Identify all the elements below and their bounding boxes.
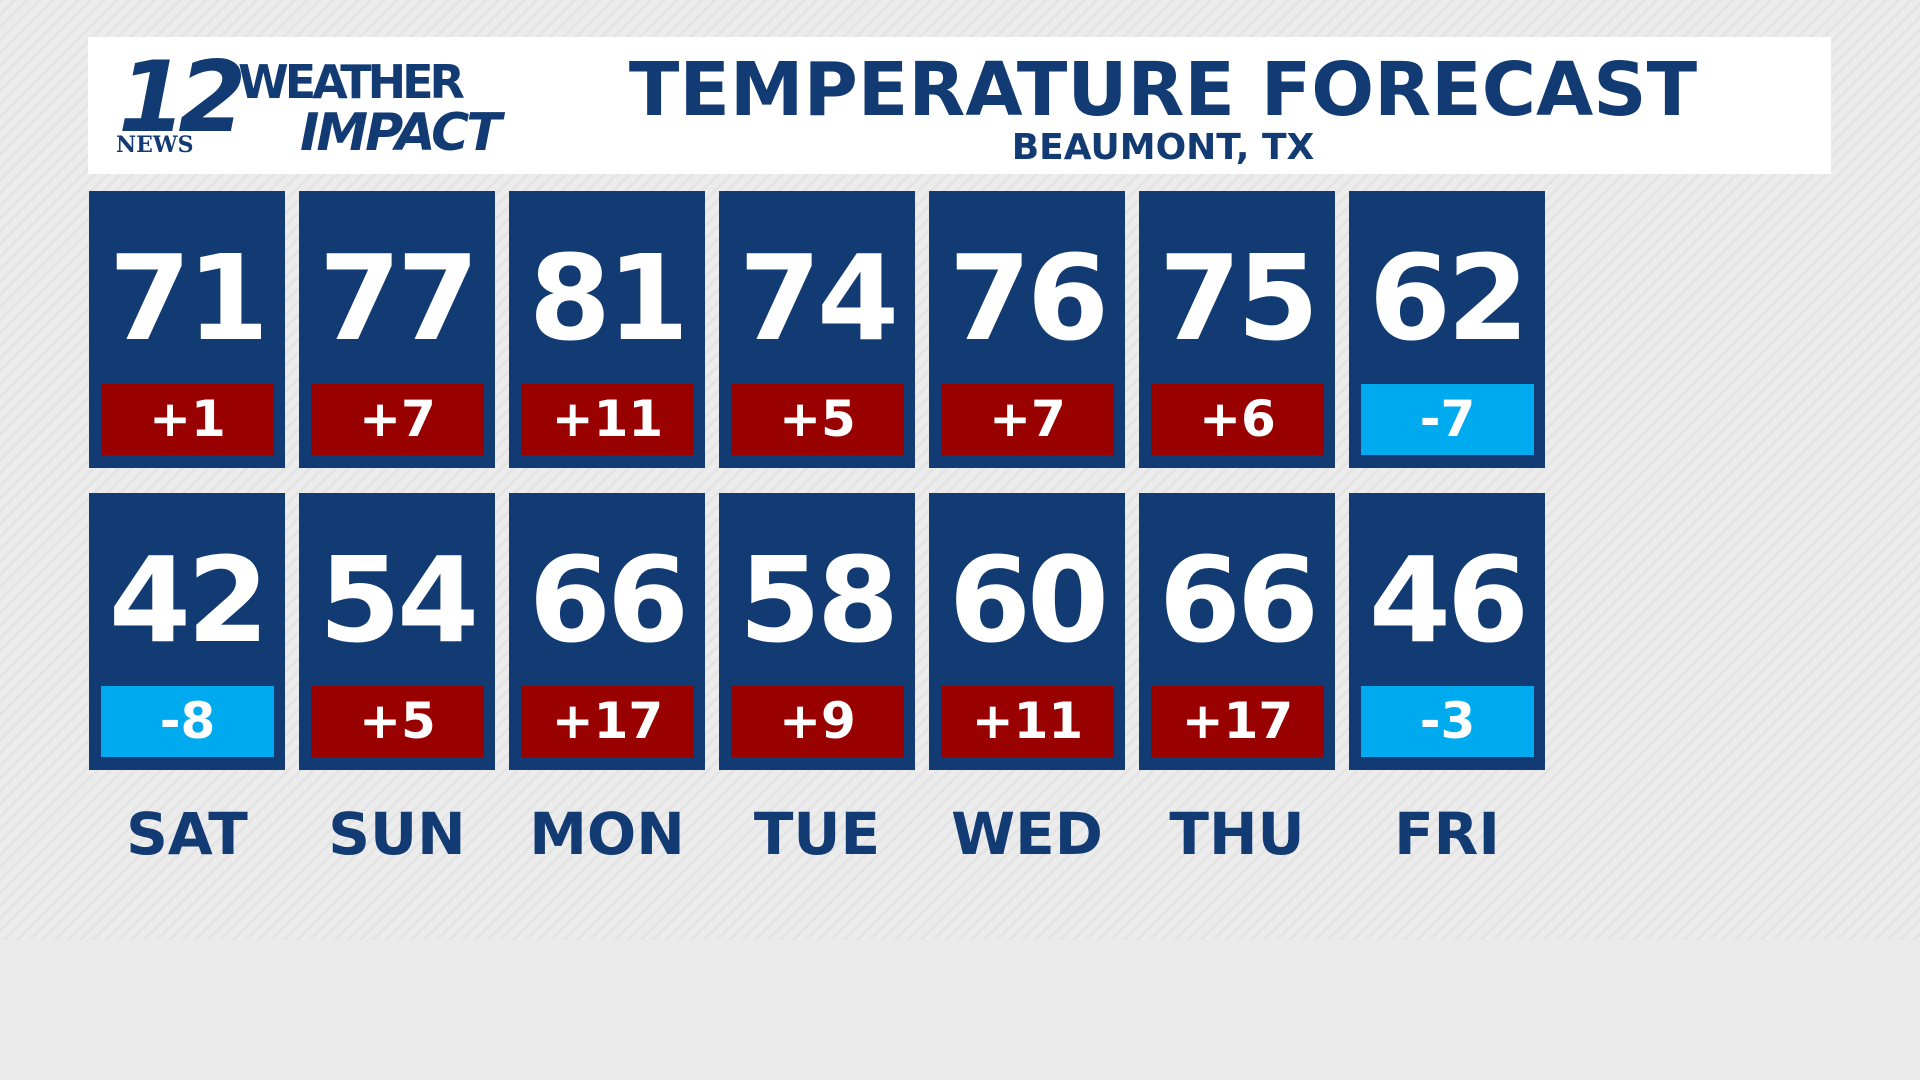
temp-change: +5 — [731, 384, 904, 455]
temp-change: +5 — [311, 686, 484, 757]
low-temp: 54 — [318, 531, 479, 669]
logo-line: IMPACT — [300, 103, 502, 163]
high-tile: 81 +11 — [509, 191, 705, 468]
high-temp: 75 — [1158, 229, 1319, 367]
high-tile: 71 +1 — [89, 191, 285, 468]
high-temp: 76 — [948, 229, 1109, 367]
high-tile: 74 +5 — [719, 191, 915, 468]
temp-change: +17 — [1151, 686, 1324, 757]
low-tile: 60 +11 — [929, 493, 1125, 770]
title: TEMPERATURE FORECAST — [628, 47, 1698, 133]
high-temp: 71 — [108, 229, 269, 367]
low-temp: 58 — [738, 531, 899, 669]
temp-change: -8 — [101, 686, 274, 757]
low-tile: 66 +17 — [1139, 493, 1335, 770]
high-temp: 62 — [1368, 229, 1529, 367]
logo-number: 12 — [118, 41, 246, 155]
subtitle: BEAUMONT, TX — [1011, 127, 1315, 168]
low-tile: 54 +5 — [299, 493, 495, 770]
low-temp: 60 — [948, 531, 1109, 669]
day-label: TUE — [753, 800, 881, 868]
temp-change: +6 — [1151, 384, 1324, 455]
temp-change: +7 — [311, 384, 484, 455]
temp-change: -7 — [1361, 384, 1534, 455]
low-tile: 46 -3 — [1349, 493, 1545, 770]
low-tile: 58 +9 — [719, 493, 915, 770]
day-label: THU — [1169, 800, 1305, 868]
low-temp: 66 — [1158, 531, 1319, 669]
low-temp: 42 — [108, 531, 269, 669]
high-tile: 76 +7 — [929, 191, 1125, 468]
header: 12 NEWS WEATHER IMPACT TEMPERATURE FOREC… — [88, 37, 1831, 174]
day-label: WED — [951, 800, 1103, 868]
day-label: SUN — [328, 800, 466, 868]
low-tile: 66 +17 — [509, 493, 705, 770]
day-label: MON — [529, 800, 685, 868]
temp-change: +7 — [941, 384, 1114, 455]
logo-line: WEATHER — [238, 55, 465, 109]
temp-change: -3 — [1361, 686, 1534, 757]
high-temp: 81 — [528, 229, 689, 367]
temp-change: +11 — [521, 384, 694, 455]
temp-change: +9 — [731, 686, 904, 757]
low-temp: 66 — [528, 531, 689, 669]
day-label: SAT — [126, 800, 248, 868]
day-label: FRI — [1394, 800, 1500, 868]
high-tile: 77 +7 — [299, 191, 495, 468]
high-tile: 75 +6 — [1139, 191, 1335, 468]
temp-change: +11 — [941, 686, 1114, 757]
low-tile: 42 -8 — [89, 493, 285, 770]
high-tile: 62 -7 — [1349, 191, 1545, 468]
logo-station: NEWS — [116, 132, 194, 158]
high-temp: 74 — [738, 229, 899, 367]
temp-change: +1 — [101, 384, 274, 455]
high-temp: 77 — [318, 229, 479, 367]
temp-change: +17 — [521, 686, 694, 757]
low-temp: 46 — [1368, 531, 1529, 669]
